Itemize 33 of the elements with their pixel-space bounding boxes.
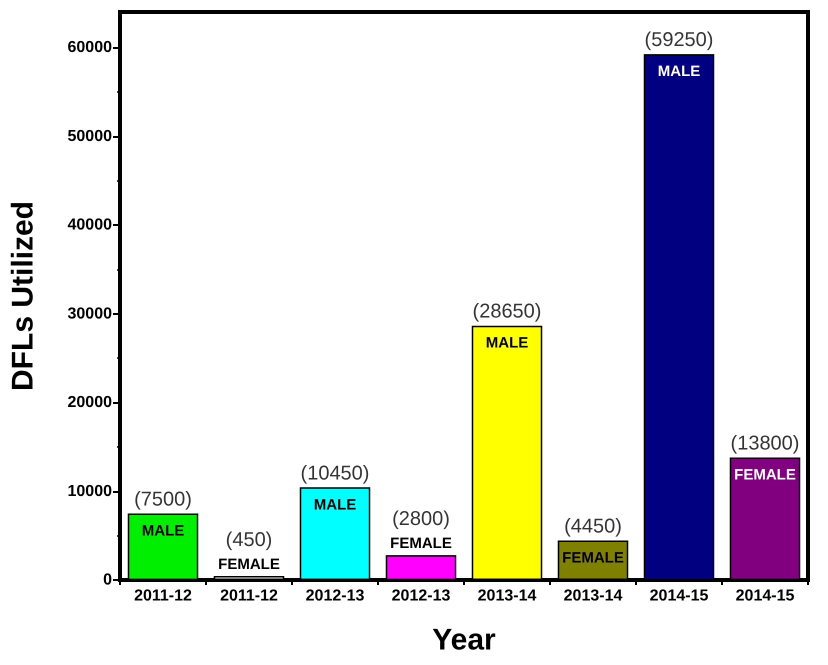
x-tick-label: 2012-13 [306, 588, 364, 604]
annotation: MALE [486, 334, 528, 352]
y-tick-label: 40000 [68, 216, 112, 234]
annotation: FEMALE [562, 550, 624, 567]
y-tick-label: 10000 [68, 482, 112, 500]
annotation: MALE [658, 63, 700, 80]
x-tick-label: 2013-14 [478, 588, 536, 604]
y-tick-label: 0 [103, 572, 112, 588]
data-label: (28650) [472, 300, 542, 323]
x-tick-label: 2014-15 [650, 588, 708, 604]
annotation: FEMALE [218, 556, 280, 574]
x-tick-label: 2011-12 [220, 588, 278, 604]
annotation: MALE [142, 522, 184, 540]
annotation: FEMALE [390, 535, 452, 552]
data-label: (10450) [300, 462, 370, 484]
data-label: (2800) [392, 508, 450, 530]
y-tick-label: 30000 [68, 305, 112, 322]
y-tick-label: 60000 [68, 39, 112, 56]
x-tick-label: 2011-12 [134, 588, 192, 604]
annotation: MALE [314, 496, 356, 514]
annotation: FEMALE [734, 466, 796, 484]
y-tick-label: 20000 [68, 394, 112, 411]
y-axis-title: DFLs Utilized [6, 200, 40, 392]
x-tick-label: 2012-13 [392, 588, 450, 604]
data-label: (4450) [564, 516, 622, 538]
x-tick-label: 2014-15 [736, 588, 794, 604]
x-axis-title: Year [432, 624, 496, 656]
data-label: (59250) [644, 29, 714, 52]
y-tick-label: 50000 [68, 128, 112, 145]
data-label: (450) [226, 529, 272, 552]
x-tick-label: 2013-14 [564, 588, 622, 604]
data-label: (7500) [134, 488, 192, 510]
data-label: (13800) [730, 432, 800, 455]
